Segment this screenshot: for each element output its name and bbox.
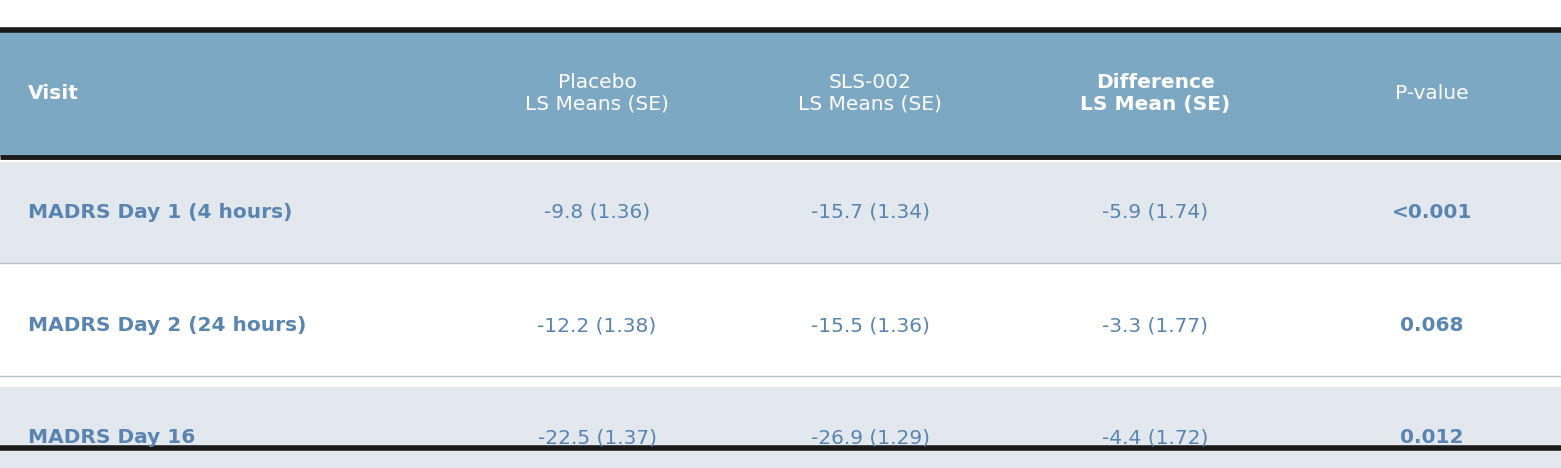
Text: Placebo
LS Means (SE): Placebo LS Means (SE) (524, 73, 670, 114)
Text: <0.001: <0.001 (1392, 203, 1472, 222)
Text: -9.8 (1.36): -9.8 (1.36) (545, 203, 649, 222)
Text: 0.012: 0.012 (1400, 428, 1464, 447)
Text: -3.3 (1.77): -3.3 (1.77) (1102, 316, 1208, 335)
Text: Visit: Visit (28, 84, 80, 103)
Text: -15.7 (1.34): -15.7 (1.34) (810, 203, 930, 222)
Text: -15.5 (1.36): -15.5 (1.36) (810, 316, 930, 335)
Bar (0, 30, 1561, 157)
Text: -4.4 (1.72): -4.4 (1.72) (1102, 428, 1208, 447)
Bar (0, 30, 1561, 448)
Bar (0, 162, 1561, 263)
Text: MADRS Day 16: MADRS Day 16 (28, 428, 195, 447)
Bar (0, 275, 1561, 376)
Text: 0.068: 0.068 (1400, 316, 1464, 335)
Text: -5.9 (1.74): -5.9 (1.74) (1102, 203, 1208, 222)
Bar (0, 387, 1561, 468)
Text: MADRS Day 1 (4 hours): MADRS Day 1 (4 hours) (28, 203, 292, 222)
Text: MADRS Day 2 (24 hours): MADRS Day 2 (24 hours) (28, 316, 306, 335)
Text: -26.9 (1.29): -26.9 (1.29) (810, 428, 930, 447)
Text: -22.5 (1.37): -22.5 (1.37) (537, 428, 657, 447)
Text: P-value: P-value (1396, 84, 1469, 103)
Text: SLS-002
LS Means (SE): SLS-002 LS Means (SE) (798, 73, 943, 114)
Text: -12.2 (1.38): -12.2 (1.38) (537, 316, 657, 335)
Text: Difference
LS Mean (SE): Difference LS Mean (SE) (1080, 73, 1230, 114)
